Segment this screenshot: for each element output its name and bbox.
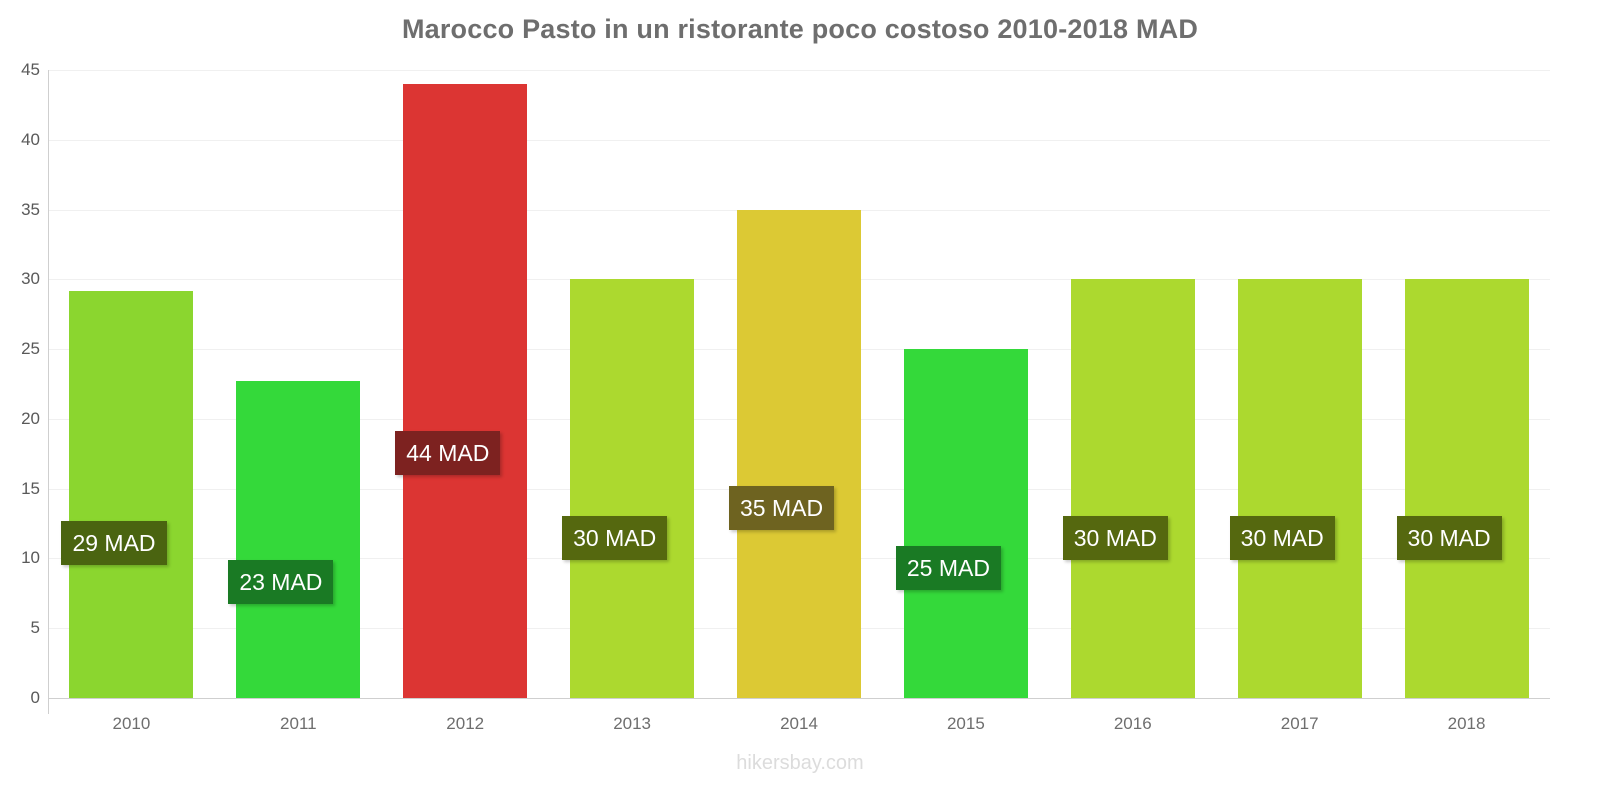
y-axis-label-10: 10	[21, 548, 40, 568]
x-axis-label-2011: 2011	[280, 714, 317, 733]
bar-value-label-2016: 30 MAD	[1062, 515, 1168, 560]
x-axis-tick-mark	[48, 698, 49, 714]
bar-2016[interactable]	[1070, 279, 1195, 698]
bar-value-label-2017: 30 MAD	[1229, 515, 1335, 560]
y-axis-label-45: 45	[21, 60, 40, 79]
gridline-45	[48, 70, 1550, 71]
bar-value-label-2018: 30 MAD	[1396, 515, 1502, 560]
bar-value-label-2012: 44 MAD	[395, 430, 501, 475]
bar-2014[interactable]	[737, 209, 861, 698]
x-axis-label-2012: 2012	[446, 714, 485, 733]
x-axis-line	[48, 698, 1550, 699]
bar-value-label-2015: 25 MAD	[895, 546, 1001, 591]
x-axis-label-2014: 2014	[780, 714, 818, 733]
bar-2011[interactable]	[236, 381, 361, 698]
y-axis-label-5: 5	[30, 618, 40, 638]
x-axis-label-2018: 2018	[1447, 714, 1486, 733]
y-axis-label-20: 20	[21, 408, 40, 428]
x-axis-label-2010: 2010	[112, 714, 151, 733]
bar-value-label-2010: 29 MAD	[61, 520, 167, 565]
y-axis-label-15: 15	[21, 478, 40, 498]
x-axis-label-2015: 2015	[946, 714, 985, 733]
chart-title: Marocco Pasto in un ristorante poco cost…	[401, 14, 1199, 44]
bar-2013[interactable]	[570, 279, 695, 698]
y-axis-label-35: 35	[21, 199, 40, 219]
y-axis-label-25: 25	[21, 339, 40, 359]
bar-2012[interactable]	[403, 83, 528, 698]
x-axis-label-2017: 2017	[1280, 714, 1319, 733]
bar-2017[interactable]	[1237, 279, 1362, 698]
x-axis-label-2016: 2016	[1113, 714, 1152, 733]
y-axis-line	[48, 70, 49, 698]
bar-value-label-2013: 30 MAD	[562, 515, 668, 560]
bar-2015[interactable]	[903, 349, 1028, 698]
y-axis-label-40: 40	[21, 129, 40, 149]
bar-value-label-2011: 23 MAD	[228, 560, 334, 605]
bar-2018[interactable]	[1404, 279, 1529, 698]
gridline-40	[48, 139, 1550, 141]
source-watermark: hikersbay.com	[736, 752, 864, 774]
y-axis-label-0: 0	[30, 688, 40, 707]
x-axis-label-2013: 2013	[613, 714, 652, 733]
bar-value-label-2014: 35 MAD	[729, 485, 835, 530]
y-axis-label-30: 30	[21, 269, 40, 289]
bar-2010[interactable]	[69, 290, 194, 698]
plot-area: 29 MAD 23 MAD 44 MAD 30 MAD 35 MAD 25 MAD 30 M…	[48, 70, 1550, 699]
